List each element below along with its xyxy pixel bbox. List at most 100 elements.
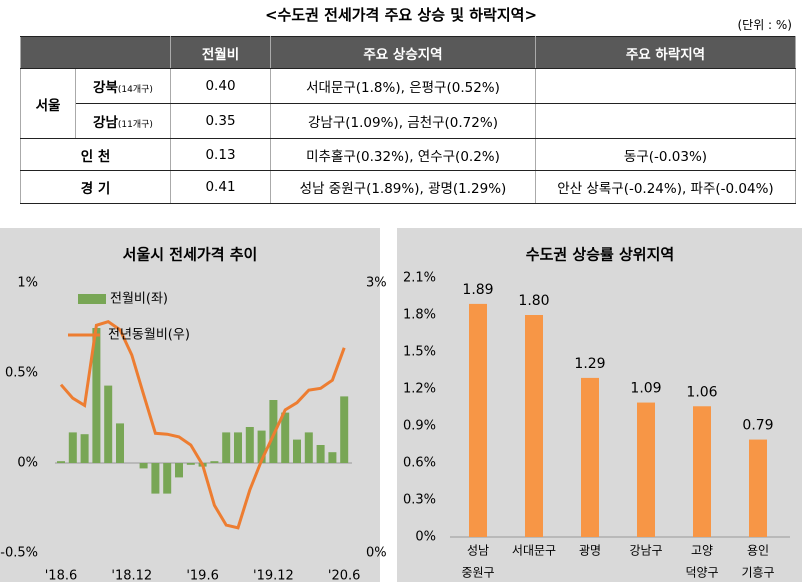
- header-cell: [20, 36, 171, 69]
- line: [59, 320, 346, 530]
- bar: [581, 377, 599, 537]
- chart-title: 서울시 전세가격 추이: [123, 246, 258, 264]
- bar: [293, 439, 301, 463]
- y-tick-label: 0%: [17, 456, 38, 471]
- bar: [281, 412, 290, 463]
- cell: 0.40: [170, 68, 271, 104]
- bar: [116, 423, 124, 463]
- y-tick-label: 2.1%: [403, 271, 436, 286]
- y-tick-label: -0.5%: [0, 546, 38, 561]
- note: (14개구): [117, 85, 153, 95]
- x-tick-label: 용인: [747, 544, 769, 558]
- bar: [234, 432, 242, 463]
- bar: [304, 432, 313, 463]
- y-tick-label: 0.9%: [403, 419, 436, 434]
- cell: [535, 68, 796, 104]
- legend-swatch: [78, 294, 106, 304]
- name: 강북: [93, 80, 118, 96]
- bar: [198, 463, 207, 467]
- bar: [693, 406, 711, 537]
- cell: 강남구(1.09%), 금천구(0.72%): [270, 103, 536, 139]
- x-tick-label: 강남구: [629, 544, 662, 558]
- bar: [257, 430, 266, 463]
- note: (11개구): [117, 120, 153, 130]
- bar: [328, 452, 337, 463]
- x-tick-label: 중원구: [461, 566, 494, 580]
- cell: 안산 상록구(-0.24%), 파주(-0.04%): [535, 170, 796, 204]
- panel: [0, 228, 380, 582]
- x-tick-label: '18.6: [45, 569, 78, 582]
- x-tick-label: 광명: [579, 544, 601, 558]
- name-cell: 강남(11개구): [75, 103, 171, 139]
- bar: [186, 463, 195, 465]
- legend-label: 전월비(좌): [110, 292, 168, 307]
- cell: 0.13: [170, 138, 271, 171]
- bar: [80, 434, 89, 463]
- cell: 미추홀구(0.32%), 연수구(0.2%): [270, 138, 536, 171]
- x-tick-label: '20.6: [328, 569, 361, 582]
- bar: [92, 328, 101, 463]
- data-label: 1.06: [686, 384, 717, 400]
- header-cell: 전월비: [170, 36, 271, 69]
- bar: [139, 463, 148, 469]
- bar: [340, 396, 349, 463]
- chart-title: 수도권 상승률 상위지역: [526, 246, 674, 264]
- data-label: 1.29: [574, 356, 605, 372]
- header-cell: 주요 상승지역: [270, 36, 536, 69]
- name-cell: 강북(14개구): [75, 68, 171, 104]
- data-label: 1.80: [518, 293, 549, 309]
- data-label: 1.09: [630, 381, 661, 397]
- bar: [316, 445, 325, 463]
- x-tick-label: 덕양구: [685, 566, 718, 580]
- x-tick-label: '18.12: [111, 569, 152, 582]
- y-tick-label: 1%: [17, 276, 38, 291]
- x-tick-label: 성남: [467, 544, 489, 558]
- data-table: 전월비 주요 상승지역 주요 하락지역 서울 강북(14개구) 0.40 서대문…: [20, 36, 796, 204]
- cell: 서대문구(1.8%), 은평구(0.52%): [270, 68, 536, 104]
- y-tick-label: 1.5%: [403, 345, 436, 360]
- y-tick-label: 0.6%: [403, 456, 436, 471]
- panel: [397, 228, 802, 582]
- y-tick-label: 0.5%: [5, 366, 38, 381]
- y-tick-label: 0%: [415, 530, 436, 545]
- x-tick-label: 기흥구: [741, 566, 774, 580]
- cell: 동구(-0.03%): [535, 138, 796, 171]
- x-tick-label: '19.6: [186, 569, 219, 582]
- y-tick-label: 0.3%: [403, 493, 436, 508]
- data-label: 0.79: [742, 418, 773, 434]
- data-label: 1.89: [462, 282, 493, 298]
- region-cell: 경 기: [20, 170, 171, 204]
- cell: [535, 103, 796, 139]
- x-tick-label: 고양: [691, 544, 713, 558]
- legend-label: 전년동월비(우): [108, 328, 190, 343]
- y-tick-label: 1.2%: [403, 382, 436, 397]
- bar: [749, 439, 767, 537]
- bar: [104, 385, 113, 463]
- bar: [525, 315, 543, 537]
- x-tick-label: '19.12: [253, 569, 294, 582]
- bar: [269, 400, 278, 463]
- bar: [245, 427, 254, 463]
- region-cell: 서울: [20, 68, 76, 139]
- cell: 0.35: [170, 103, 271, 139]
- region-cell: 인 천: [20, 138, 171, 171]
- cell: 성남 중원구(1.89%), 광명(1.29%): [270, 170, 536, 204]
- x-tick-label: 서대문구: [512, 544, 556, 558]
- bar: [68, 432, 77, 463]
- header-cell: 주요 하락지역: [535, 36, 796, 69]
- page-title: <수도권 전세가격 주요 상승 및 하락지역>: [264, 6, 538, 24]
- y2-tick-label: 3%: [366, 276, 387, 291]
- bar: [57, 461, 65, 463]
- unit: (단위 : %): [737, 18, 792, 32]
- bar: [151, 463, 160, 494]
- bar: [222, 432, 231, 463]
- cell: 0.41: [170, 170, 271, 204]
- name: 강남: [93, 115, 118, 131]
- bar: [637, 402, 655, 537]
- bar: [469, 303, 487, 537]
- bar: [175, 463, 183, 478]
- y-tick-label: 1.8%: [403, 308, 436, 323]
- bar: [210, 461, 219, 463]
- bar: [163, 463, 172, 494]
